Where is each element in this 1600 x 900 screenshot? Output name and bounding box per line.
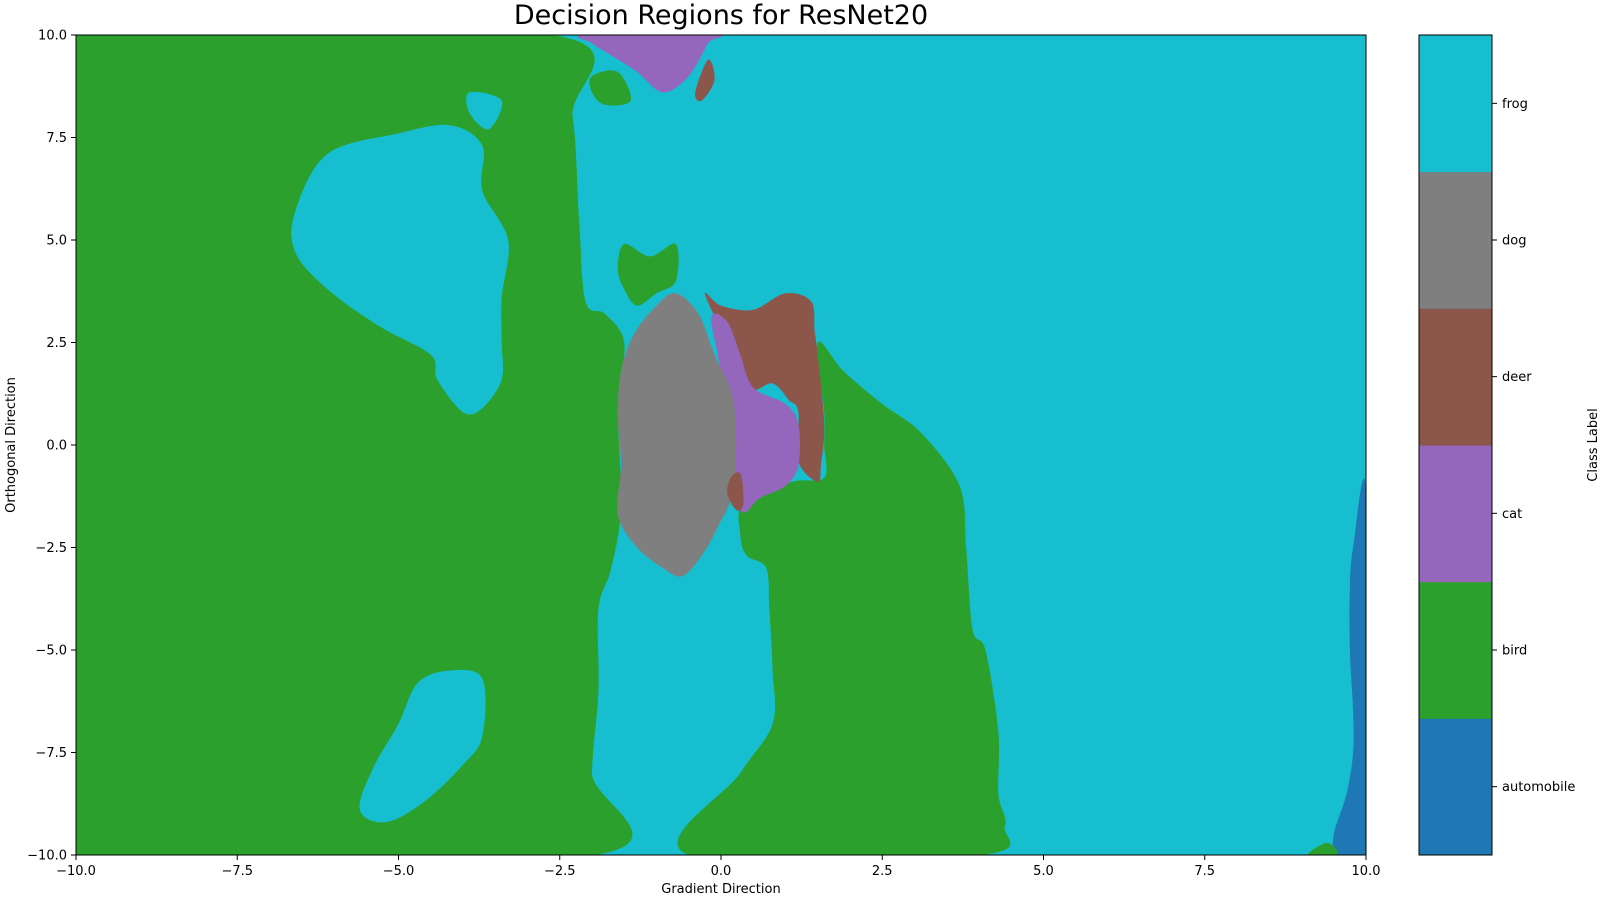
colorbar-swatch-bird [1419, 581, 1492, 719]
colorbar-tick-label: frog [1502, 97, 1528, 112]
colorbar-swatch-automobile [1419, 718, 1492, 856]
x-tick-label: −10.0 [56, 864, 96, 879]
y-tick-label: 10.0 [38, 29, 67, 44]
decision-regions [76, 35, 1366, 855]
region-bird-4 [589, 70, 632, 106]
colorbar-label: Class Label [1586, 408, 1600, 481]
colorbar-tick-label: cat [1502, 507, 1522, 522]
region-automobile-13 [1332, 478, 1366, 855]
region-bird-6 [677, 341, 1011, 855]
colorbar-frame [1418, 34, 1493, 856]
y-tick-label: 2.5 [46, 336, 67, 351]
chart-title: Decision Regions for ResNet20 [513, 0, 929, 31]
x-axis: −10.0 −7.5 −5.0 −2.5 0.0 2.5 5.0 7.5 10.0 [56, 855, 1380, 879]
colorbar-swatch-deer [1419, 308, 1492, 446]
y-tick-label: 7.5 [46, 131, 67, 146]
colorbar-tick-label: automobile [1502, 780, 1575, 795]
x-tick-label: 10.0 [1352, 864, 1381, 879]
region-bird-14 [1307, 842, 1338, 855]
region-frog-2 [466, 91, 503, 130]
colorbar-tick-label: deer [1502, 370, 1532, 385]
x-tick-label: −2.5 [544, 864, 576, 879]
colorbar-tick-label: bird [1502, 644, 1527, 659]
colorbar-swatch-dog [1419, 171, 1492, 309]
x-axis-label: Gradient Direction [661, 882, 780, 897]
region-cat-7 [577, 35, 723, 93]
region-deer-12 [727, 472, 744, 511]
colorbar: automobile bird cat deer dog frog [1418, 34, 1575, 856]
x-tick-label: 2.5 [872, 864, 893, 879]
y-tick-label: −10.0 [27, 849, 67, 864]
x-tick-label: 0.0 [711, 864, 732, 879]
x-tick-label: −7.5 [221, 864, 253, 879]
y-tick-label: 5.0 [46, 234, 67, 249]
y-tick-label: −7.5 [35, 746, 67, 761]
y-tick-label: −2.5 [35, 541, 67, 556]
colorbar-swatch-frog [1419, 35, 1492, 173]
y-tick-label: −5.0 [35, 644, 67, 659]
y-tick-label: 0.0 [46, 439, 67, 454]
y-axis: −10.0 −7.5 −5.0 −2.5 0.0 2.5 5.0 7.5 10.0 [27, 29, 76, 864]
region-bird-5 [617, 243, 679, 306]
y-axis-label: Orthogonal Direction [4, 377, 19, 513]
colorbar-tick-label: dog [1502, 234, 1526, 249]
colorbar-swatch-cat [1419, 445, 1492, 583]
x-tick-label: −5.0 [383, 864, 415, 879]
region-frog-3 [359, 669, 486, 823]
region-frog-1 [291, 124, 509, 415]
x-tick-label: 7.5 [1194, 864, 1215, 879]
x-tick-label: 5.0 [1033, 864, 1054, 879]
region-dog-11 [617, 293, 737, 577]
region-bird-0 [76, 35, 633, 855]
region-deer-8 [695, 59, 715, 102]
